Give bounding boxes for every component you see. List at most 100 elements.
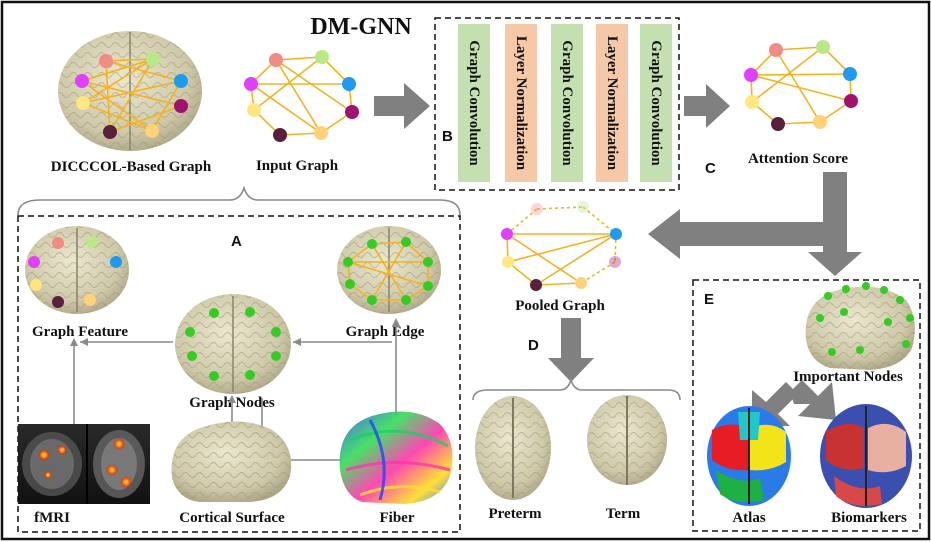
graph-node [110, 256, 122, 268]
graph-node [840, 308, 848, 316]
layer-label: Graph Convolution [648, 40, 664, 166]
graph-node [269, 53, 283, 67]
graph-edge [275, 56, 323, 61]
graph-edge [253, 56, 323, 111]
section-e-label: E [704, 291, 714, 308]
graph-node [610, 228, 622, 240]
graph-node [577, 201, 589, 213]
graph-edge [750, 73, 851, 76]
important-nodes-label: Important Nodes [793, 369, 903, 385]
graph-edge [105, 60, 111, 133]
section-c-label: C [705, 160, 716, 177]
graph-edge [506, 233, 582, 284]
graph-node [52, 296, 64, 308]
graph-edge [81, 58, 154, 82]
graph-node [314, 126, 328, 140]
term-brain [587, 395, 667, 485]
graph-edge [506, 208, 538, 235]
graph-node [146, 52, 160, 66]
graph-edge [536, 206, 584, 210]
graph-node [84, 294, 96, 306]
graph-nodes-brain [175, 294, 291, 394]
attention-score-label: Attention Score [748, 151, 848, 167]
graph-node [244, 77, 258, 91]
graph-node [187, 351, 197, 361]
graph-edge [275, 59, 322, 134]
graph-edge [507, 261, 537, 286]
graph-edge [82, 102, 153, 132]
graph-node [856, 346, 864, 354]
fmri-label: fMRI [34, 510, 70, 526]
graph-node [843, 67, 857, 81]
graph-node [145, 124, 159, 138]
graph-node [209, 308, 219, 318]
graph-edge [777, 121, 821, 125]
graph-convolution-layer [458, 24, 490, 182]
layer-stack: Graph Convolution Layer Normalization Grap… [458, 24, 672, 182]
graph-node [771, 117, 785, 131]
graph-node [896, 296, 904, 304]
graph-convolution-layer [551, 24, 583, 182]
fiber-label: Fiber [380, 510, 415, 526]
graph-node [530, 279, 542, 291]
graph-feature-brain [25, 226, 129, 314]
biomarkers-brain [820, 404, 912, 508]
graph-node [28, 256, 40, 268]
section-e-box [692, 279, 921, 532]
graph-node [52, 237, 64, 249]
cortical-surface-label: Cortical Surface [179, 510, 285, 526]
graph-node [30, 279, 42, 291]
graph-node [745, 95, 759, 109]
graph-node [76, 96, 90, 110]
arrow-to-biomarkers [790, 380, 836, 420]
important-nodes-brain [805, 282, 915, 370]
graph-node [345, 105, 359, 119]
pooled-graph [501, 201, 622, 291]
graph-edge [535, 233, 617, 286]
graph-node [273, 128, 287, 142]
graph-node [862, 282, 870, 290]
diagram-title: DM-GNN [310, 14, 412, 40]
graph-node [880, 286, 888, 294]
graph-node [906, 314, 914, 322]
graph-node [401, 295, 411, 305]
graph-node [902, 340, 910, 348]
graph-node [813, 115, 827, 129]
arrow-to-classification [548, 318, 594, 382]
graph-node [271, 327, 281, 337]
section-a-box [17, 215, 461, 533]
graph-edge [371, 241, 407, 245]
input-graph [244, 50, 359, 142]
layer-label: Layer Normalization [513, 36, 529, 171]
graph-edge [275, 59, 353, 113]
graph-node [343, 257, 353, 267]
graph-node [271, 351, 281, 361]
graph-node [174, 99, 188, 113]
graph-edge [347, 261, 429, 287]
graph-edge [751, 46, 824, 103]
graph-edge [109, 58, 154, 133]
graph-node [185, 327, 195, 337]
graph-node [75, 74, 89, 88]
section-d-label: D [528, 337, 539, 354]
graph-edge [151, 80, 182, 132]
dicccol-graph [58, 31, 202, 151]
graph-node [575, 277, 587, 289]
graph-edge [82, 80, 182, 104]
input-graph-label: Input Graph [256, 158, 339, 174]
graph-edge [750, 74, 852, 102]
graph-node [99, 54, 113, 68]
graph-node [609, 256, 621, 268]
layer-label: Graph Convolution [559, 40, 575, 166]
graph-edge [582, 206, 617, 235]
arrow-attention-to-pooled [648, 172, 862, 276]
layer-normalization-layer [596, 24, 628, 182]
graph-node [367, 239, 377, 249]
graph-node [345, 279, 355, 289]
fmri-image [18, 424, 150, 504]
graph-node [209, 371, 219, 381]
graph-node [744, 68, 758, 82]
graph-convolution-layer [640, 24, 672, 182]
graph-node [828, 348, 836, 356]
graph-edge [105, 60, 182, 82]
